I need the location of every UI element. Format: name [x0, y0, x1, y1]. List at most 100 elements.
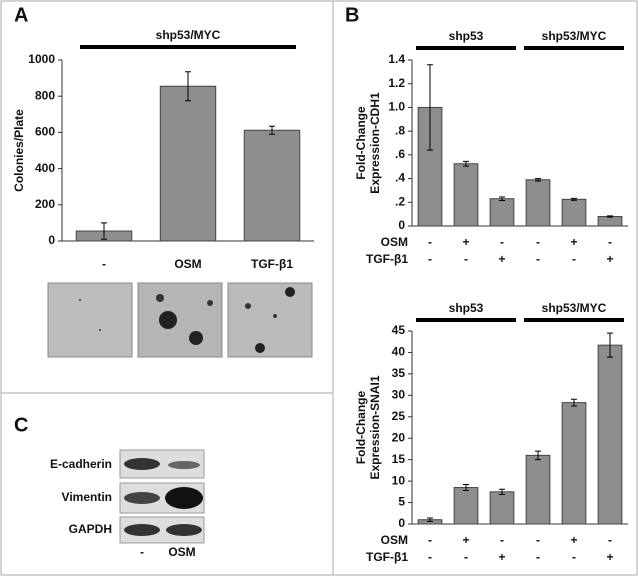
treatment-sign: +: [570, 533, 577, 547]
panel-label: B: [345, 4, 359, 26]
y-axis-label: Expression-SNAI1: [368, 375, 382, 479]
y-tick-label: 1.0: [388, 100, 405, 114]
error-bar: [427, 517, 433, 522]
blot-row-label: Vimentin: [62, 490, 112, 504]
colony-images: [47, 282, 313, 358]
bar: [159, 85, 217, 242]
treatment-sign: -: [536, 235, 540, 249]
y-tick-label: 15: [392, 452, 406, 466]
group-label: shp53: [449, 29, 484, 43]
error-bar: [185, 71, 191, 102]
error-bar: [499, 488, 505, 495]
blot-row-label: E-cadherin: [50, 457, 112, 471]
y-tick-label: 400: [35, 161, 55, 175]
bar: [525, 454, 551, 525]
y-tick-label: 1.2: [388, 76, 405, 90]
treatment-sign: -: [536, 252, 540, 266]
treatment-sign: +: [570, 235, 577, 249]
y-tick-label: 0: [398, 516, 405, 530]
treatment-sign: +: [462, 533, 469, 547]
y-axis-label: Expression-CDH1: [368, 92, 382, 194]
bar: [243, 129, 301, 242]
treatment-label: TGF-β1: [366, 252, 408, 266]
error-bar: [463, 484, 469, 492]
group-label: shp53/MYC: [542, 301, 607, 315]
bar: [453, 163, 479, 227]
y-tick-label: .6: [395, 147, 405, 161]
y-tick-label: 0: [48, 233, 55, 247]
y-tick-label: 45: [392, 323, 406, 337]
bar: [561, 198, 587, 227]
error-bar: [571, 197, 577, 201]
bar: [597, 216, 623, 227]
y-axis-label: Colonies/Plate: [12, 109, 26, 192]
error-bar: [607, 215, 613, 218]
y-tick-label: .4: [395, 171, 405, 185]
treatment-sign: -: [428, 550, 432, 564]
y-tick-label: 600: [35, 125, 55, 139]
bar: [525, 179, 551, 227]
y-tick-label: 800: [35, 88, 55, 102]
blot-lane-label: OSM: [168, 545, 195, 559]
error-bar: [535, 178, 541, 182]
blot-lane-label: -: [140, 545, 144, 559]
x-tick-label: OSM: [174, 257, 201, 271]
treatment-sign: +: [606, 252, 613, 266]
bar: [453, 487, 479, 525]
x-tick-label: -: [102, 257, 106, 271]
y-tick-label: .2: [395, 194, 405, 208]
error-bar: [499, 196, 505, 202]
treatment-sign: -: [608, 533, 612, 547]
error-bar: [101, 222, 107, 240]
treatment-sign: +: [498, 550, 505, 564]
bar: [561, 402, 587, 525]
treatment-sign: -: [572, 252, 576, 266]
y-tick-label: 200: [35, 197, 55, 211]
treatment-sign: +: [462, 235, 469, 249]
bar: [489, 198, 515, 227]
group-label: shp53: [449, 301, 484, 315]
treatment-label: TGF-β1: [366, 550, 408, 564]
y-tick-label: .8: [395, 123, 405, 137]
error-bar: [427, 64, 433, 151]
error-bar: [607, 332, 613, 358]
y-tick-label: 20: [392, 430, 406, 444]
y-tick-label: 40: [392, 345, 406, 359]
y-tick-label: 10: [392, 473, 406, 487]
treatment-sign: +: [606, 550, 613, 564]
treatment-label: OSM: [381, 533, 408, 547]
bar: [489, 491, 515, 525]
treatment-sign: +: [498, 252, 505, 266]
error-bar: [535, 450, 541, 461]
bar: [597, 344, 623, 525]
error-bar: [463, 160, 469, 167]
x-tick-label: TGF-β1: [251, 257, 293, 271]
treatment-sign: -: [428, 252, 432, 266]
treatment-sign: -: [536, 550, 540, 564]
treatment-sign: -: [572, 550, 576, 564]
y-tick-label: 0: [398, 218, 405, 232]
western-blot: [119, 449, 205, 544]
group-label: shp53/MYC: [156, 28, 221, 42]
panel-label: C: [14, 414, 28, 436]
group-label: shp53/MYC: [542, 29, 607, 43]
treatment-sign: -: [608, 235, 612, 249]
treatment-sign: -: [464, 252, 468, 266]
treatment-sign: -: [536, 533, 540, 547]
treatment-sign: -: [428, 235, 432, 249]
treatment-sign: -: [500, 533, 504, 547]
panel-label: A: [14, 4, 28, 26]
y-axis-label: Fold-Change: [354, 391, 368, 465]
y-tick-label: 25: [392, 409, 406, 423]
y-tick-label: 1000: [28, 52, 55, 66]
y-tick-label: 1.4: [388, 52, 405, 66]
y-tick-label: 30: [392, 388, 406, 402]
treatment-sign: -: [428, 533, 432, 547]
blot-row-label: GAPDH: [69, 522, 112, 536]
y-tick-label: 35: [392, 366, 406, 380]
error-bar: [269, 125, 275, 135]
treatment-sign: -: [464, 550, 468, 564]
treatment-sign: -: [500, 235, 504, 249]
